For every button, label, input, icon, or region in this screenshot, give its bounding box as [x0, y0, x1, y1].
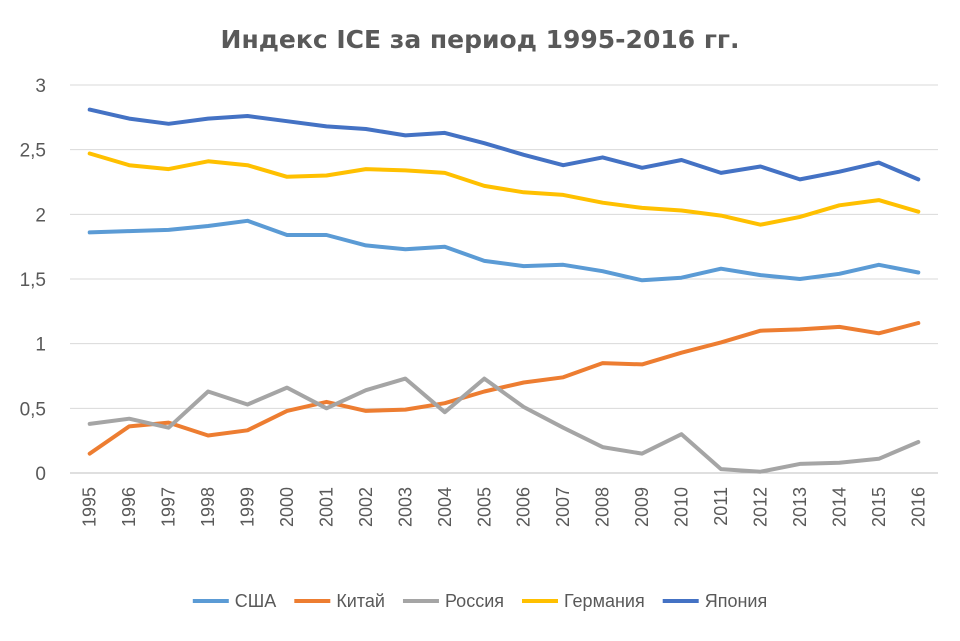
series-line-4 — [87, 151, 921, 227]
x-tick-label: 2002 — [356, 487, 376, 527]
x-tick-label: 2000 — [277, 487, 297, 527]
chart-title: Индекс ICE за период 1995-2016 гг. — [221, 25, 740, 54]
series-line-5 — [87, 107, 921, 182]
y-axis-ticks: 0 0,5 1 1,5 2 2,5 3 — [20, 76, 46, 485]
legend-item: Германия — [522, 591, 645, 611]
series-line-1 — [87, 218, 921, 283]
x-tick-label: 2004 — [435, 487, 455, 527]
legend-label: Россия — [445, 591, 504, 611]
x-axis-ticks: 1995 1996 1997 1998 1999 2000 2001 2002 2003 2004… — [80, 487, 929, 527]
legend-item: США — [192, 591, 277, 611]
y-tick-label: 0,5 — [20, 399, 46, 420]
x-tick-label: 2007 — [553, 487, 573, 527]
x-tick-label: 2003 — [395, 487, 415, 527]
x-tick-label: 2013 — [790, 487, 810, 527]
x-tick-label: 1995 — [80, 487, 100, 527]
x-tick-label: 2006 — [514, 487, 534, 527]
series-line-3 — [87, 376, 921, 474]
x-tick-label: 2005 — [474, 487, 494, 527]
legend-item: Япония — [662, 591, 768, 611]
legend: США Китай Россия Германия Япония — [192, 591, 768, 611]
y-tick-label: 2 — [35, 205, 46, 226]
x-tick-label: 2016 — [908, 487, 928, 527]
y-tick-label: 0 — [35, 464, 46, 485]
x-tick-label: 2008 — [593, 487, 613, 527]
x-tick-label: 1999 — [238, 487, 258, 527]
x-tick-label: 2012 — [750, 487, 770, 527]
legend-item: Россия — [402, 591, 504, 611]
x-tick-label: 1996 — [119, 487, 139, 527]
legend-item: Китай — [294, 591, 385, 611]
legend-label: Германия — [564, 591, 645, 611]
x-tick-label: 1997 — [159, 487, 179, 527]
x-tick-label: 2011 — [711, 487, 731, 526]
series-line-2 — [87, 321, 921, 456]
y-tick-label: 1 — [35, 335, 46, 356]
y-tick-label: 2,5 — [20, 141, 46, 162]
x-tick-label: 2014 — [829, 487, 849, 527]
x-tick-label: 1998 — [198, 487, 218, 527]
legend-label: Япония — [705, 591, 768, 611]
series-lines — [87, 107, 921, 474]
x-tick-label: 2009 — [632, 487, 652, 527]
legend-label: Китай — [336, 591, 385, 611]
legend-label: США — [235, 591, 277, 611]
x-tick-label: 2015 — [869, 487, 889, 527]
y-tick-label: 3 — [35, 76, 46, 97]
x-tick-label: 2001 — [316, 487, 336, 527]
y-tick-label: 1,5 — [20, 270, 46, 291]
x-tick-label: 2010 — [672, 487, 692, 527]
